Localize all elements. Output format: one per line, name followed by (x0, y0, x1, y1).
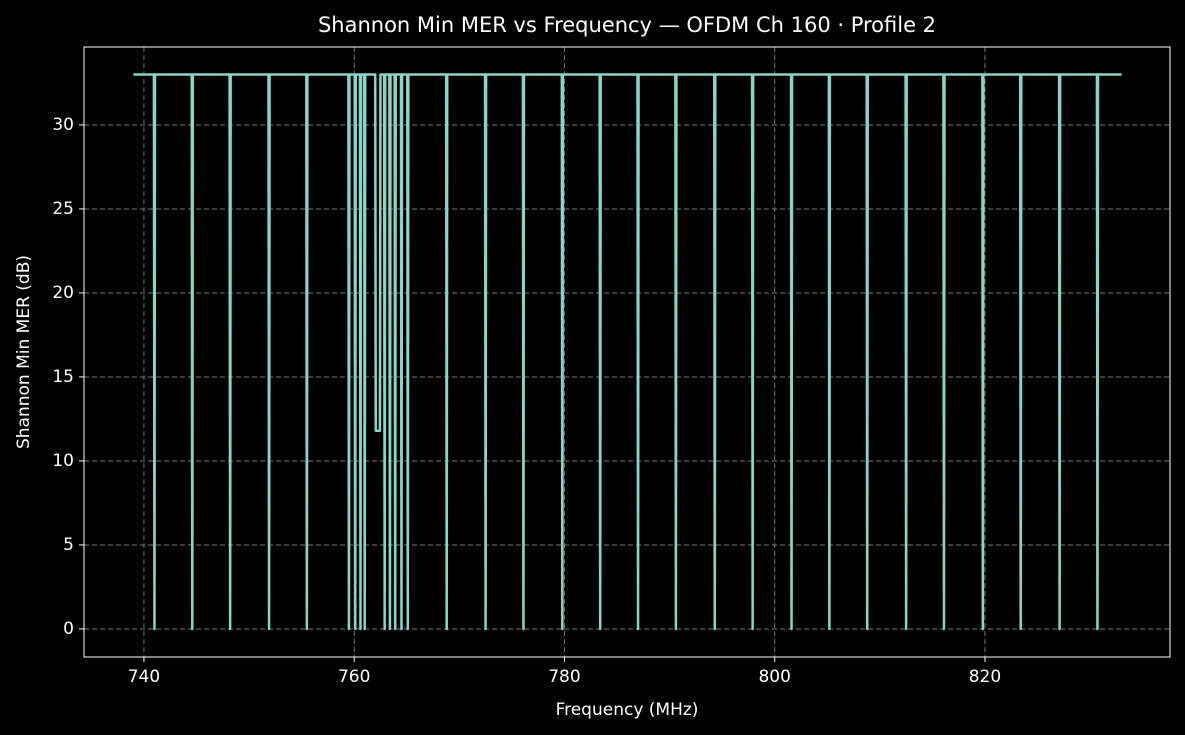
x-tick-label: 740 (128, 667, 160, 687)
y-tick-label: 30 (52, 115, 74, 135)
x-tick-label: 820 (969, 667, 1001, 687)
y-tick-label: 20 (52, 283, 74, 303)
x-axis-label: Frequency (MHz) (556, 700, 699, 720)
y-tick-label: 15 (52, 367, 74, 387)
y-tick-label: 0 (63, 619, 74, 639)
data-line (133, 73, 1122, 631)
plot-frame (83, 46, 1171, 658)
x-tick-label: 760 (338, 667, 370, 687)
x-tick-label: 780 (548, 667, 580, 687)
y-tick-label: 25 (52, 199, 74, 219)
y-axis-label: Shannon Min MER (dB) (14, 255, 34, 449)
y-tick-label: 10 (52, 451, 74, 471)
x-tick-label: 800 (758, 667, 790, 687)
y-tick-label: 5 (63, 535, 74, 555)
chart-title: Shannon Min MER vs Frequency — OFDM Ch 1… (318, 13, 936, 37)
